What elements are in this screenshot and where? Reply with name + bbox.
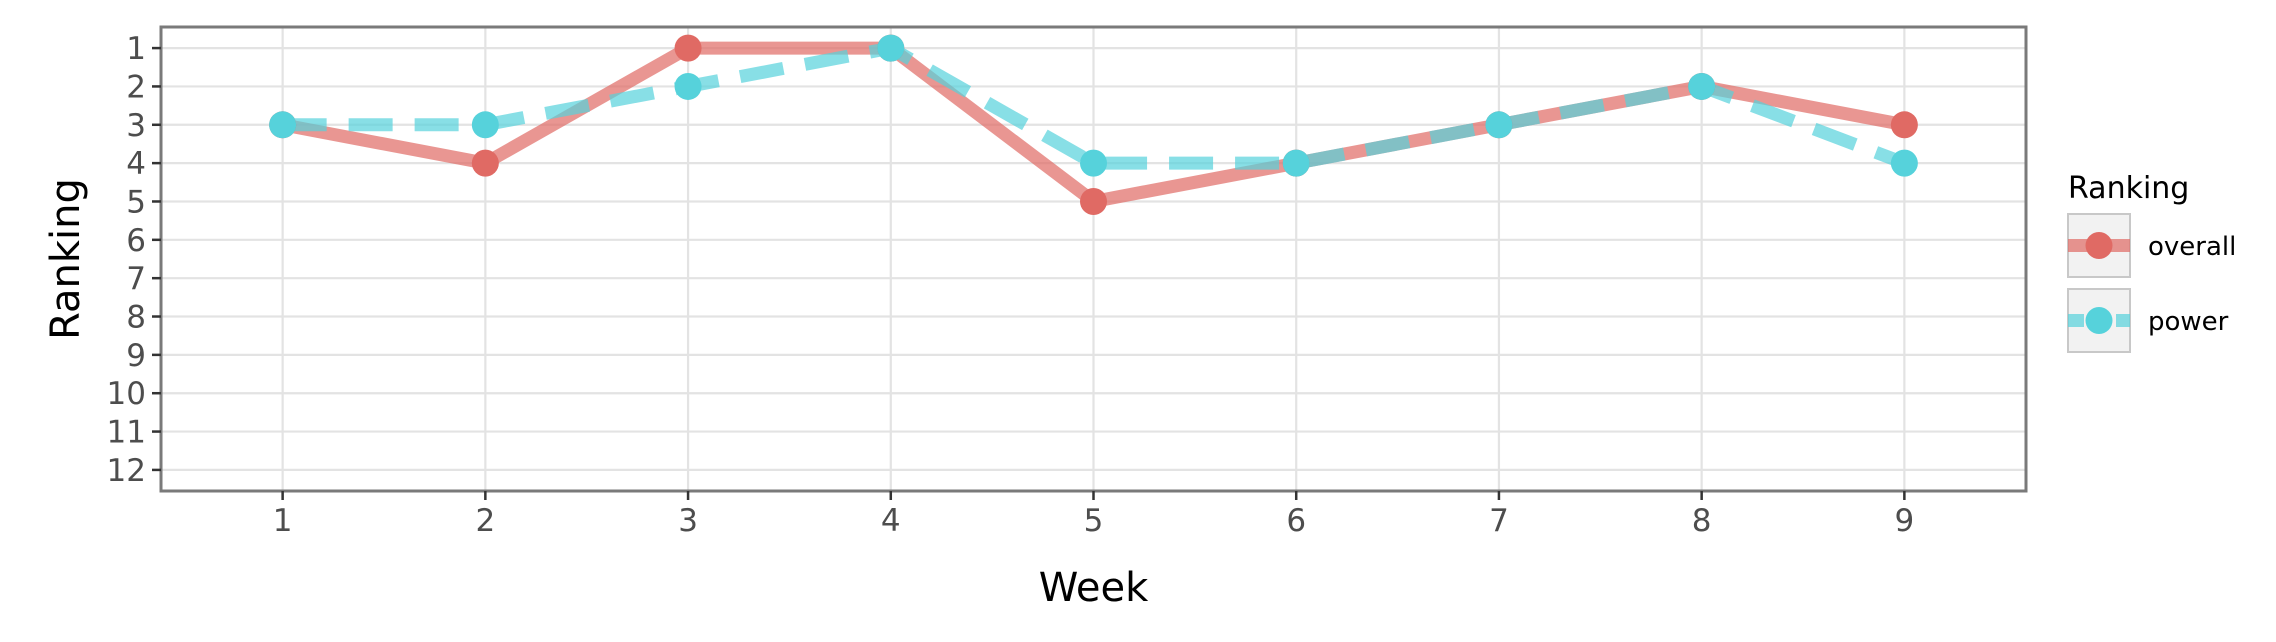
series-points-group-power <box>269 34 1918 177</box>
x-tick-label: 2 <box>475 503 495 539</box>
x-tick-label: 6 <box>1286 503 1306 539</box>
y-tick-label: 11 <box>107 415 146 451</box>
data-point-power <box>877 34 905 62</box>
y-tick-label: 3 <box>126 108 146 144</box>
legend-label-power: power <box>2148 307 2229 337</box>
data-point-power <box>674 72 702 100</box>
legend-marker-overall <box>2085 232 2113 259</box>
x-tick-label: 7 <box>1489 503 1509 539</box>
y-tick-label: 4 <box>126 146 146 182</box>
y-tick-label: 2 <box>126 69 146 105</box>
data-point-power <box>1080 149 1107 177</box>
y-axis-title: Ranking <box>43 178 89 340</box>
data-point-power <box>471 111 499 139</box>
legend-title: Ranking <box>2068 171 2189 206</box>
data-point-overall <box>471 149 499 177</box>
data-point-overall <box>1890 111 1918 139</box>
y-tick-label: 6 <box>126 223 146 259</box>
x-axis-title: Week <box>1039 565 1149 611</box>
x-tick-label: 1 <box>273 503 293 539</box>
data-point-power <box>269 111 297 139</box>
data-point-overall <box>1080 187 1107 215</box>
x-tick-label: 8 <box>1692 503 1712 539</box>
y-tick-label: 5 <box>126 184 146 220</box>
series-line-group-power <box>282 41 1907 170</box>
legend-label-overall: overall <box>2148 232 2236 262</box>
series-line-power <box>282 41 1907 170</box>
legend-marker-power <box>2085 307 2113 334</box>
x-tick-label: 5 <box>1084 503 1104 539</box>
y-tick-label: 1 <box>126 31 146 67</box>
legend: Ranking overall power <box>2067 171 2236 353</box>
y-tick-label: 10 <box>107 376 146 412</box>
x-tick-label: 3 <box>678 503 698 539</box>
data-point-power <box>1890 149 1918 177</box>
series-layer <box>269 34 1918 215</box>
y-tick-label: 7 <box>126 261 146 297</box>
x-tick-label: 9 <box>1895 503 1915 539</box>
y-tick-label: 9 <box>126 338 146 374</box>
data-point-power <box>1485 111 1513 139</box>
y-tick-label: 8 <box>126 300 146 336</box>
y-tick-label: 12 <box>107 453 146 489</box>
data-point-power <box>1688 72 1716 100</box>
data-point-power <box>1282 149 1310 177</box>
data-point-overall <box>674 34 702 62</box>
x-tick-label: 4 <box>881 503 901 539</box>
